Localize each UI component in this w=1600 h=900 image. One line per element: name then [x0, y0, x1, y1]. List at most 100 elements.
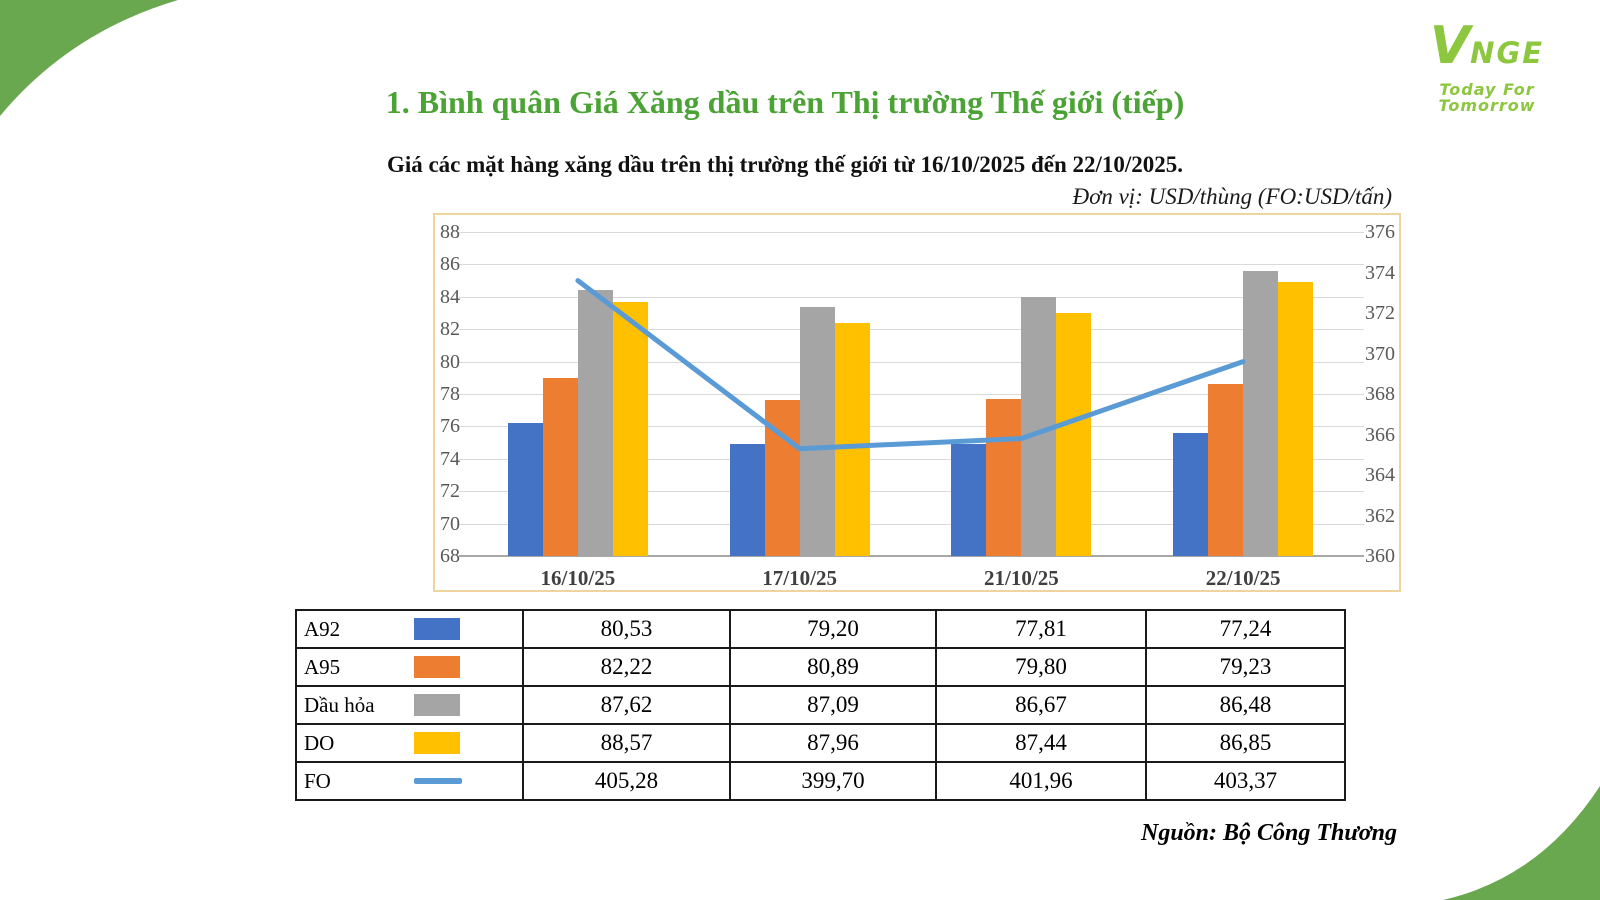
series-label: A95 — [304, 655, 341, 679]
right-axis-tick-label: 360 — [1365, 545, 1395, 567]
series-label-cell: A92 — [295, 609, 524, 649]
right-axis-tick-label: 376 — [1365, 221, 1395, 243]
left-axis-tick-label: 76 — [440, 415, 460, 438]
bar-do — [834, 322, 870, 556]
value-cell: 399,70 — [729, 761, 937, 801]
legend-swatch-square — [414, 656, 460, 678]
value-cell: 77,24 — [1145, 609, 1346, 649]
series-label: DO — [304, 731, 335, 755]
value-cell: 79,23 — [1145, 647, 1346, 687]
vnge-logo-wordmark: VNGE — [1402, 20, 1572, 72]
legend-swatch-line — [414, 778, 462, 784]
right-axis-tick-label: 368 — [1365, 383, 1395, 405]
price-combo-chart: 88 86 84 82 80 78 76 74 72 70 68 376 374 372 370 368 36… — [433, 213, 1401, 592]
slide-title: 1. Bình quân Giá Xăng dầu trên Thị trườn… — [385, 84, 1185, 120]
value-cell: 405,28 — [522, 761, 731, 801]
value-cell: 80,89 — [729, 647, 937, 687]
right-axis-tick-label: 372 — [1365, 302, 1395, 324]
table-row-fo: FO 405,28 399,70 401,96 403,37 — [295, 761, 1346, 801]
price-data-table: A92 80,53 79,20 77,81 77,24 A95 82,22 80,89 79,8… — [295, 609, 1346, 801]
right-axis-tick-label: 370 — [1365, 342, 1395, 365]
bar-a92 — [1173, 432, 1209, 556]
right-axis-tick-label: 362 — [1365, 504, 1395, 527]
value-cell: 79,80 — [935, 647, 1147, 687]
value-cell: 80,53 — [522, 609, 731, 649]
x-axis-category-label: 22/10/25 — [1205, 566, 1281, 590]
vnge-logo: VNGE Today For Tomorrow — [1402, 20, 1572, 114]
left-axis-tick-label: 70 — [440, 512, 460, 535]
gridline — [459, 264, 1364, 266]
source-credit: Nguồn: Bộ Công Thương — [1141, 820, 1397, 846]
left-axis-tick-label: 82 — [440, 318, 460, 341]
gridline — [459, 394, 1364, 395]
bar-dầu-hỏa — [799, 306, 835, 556]
legend-swatch-square — [414, 694, 460, 716]
value-cell: 86,67 — [935, 685, 1147, 725]
gridline — [459, 296, 1364, 298]
value-cell: 87,62 — [522, 685, 731, 725]
left-axis-tick-label: 68 — [440, 545, 460, 567]
bar-dầu-hỏa — [1243, 270, 1279, 556]
gridline — [459, 329, 1364, 331]
line-series-fo — [575, 278, 1246, 452]
unit-note: Đơn vị: USD/thùng (FO:USD/tấn) — [1072, 184, 1392, 209]
gridline — [459, 458, 1364, 460]
series-label-cell: DO — [295, 723, 524, 763]
fo-price-line — [575, 278, 1246, 452]
right-axis-tick-label: 366 — [1365, 423, 1395, 446]
gridline — [459, 523, 1364, 525]
bar-a95 — [986, 398, 1022, 556]
legend-swatch-square — [414, 618, 460, 640]
table-row-a95: A95 82,22 80,89 79,80 79,23 — [295, 647, 1346, 687]
vnge-logo-v: V — [1429, 16, 1471, 76]
bar-a92 — [729, 444, 765, 556]
series-label-cell: A95 — [295, 647, 524, 687]
chart-caption: Giá các mặt hàng xăng dầu trên thị trườn… — [386, 152, 1184, 177]
left-axis-tick-label: 78 — [440, 383, 460, 405]
value-cell: 87,44 — [935, 723, 1147, 763]
corner-swoosh-bottom-right — [1443, 786, 1600, 900]
series-label-cell: FO — [295, 761, 524, 801]
value-cell: 79,20 — [729, 609, 937, 649]
left-axis-tick-label: 74 — [440, 447, 460, 470]
vnge-logo-nge: NGE — [1470, 36, 1545, 70]
value-cell: 401,96 — [935, 761, 1147, 801]
bar-do — [1278, 282, 1314, 556]
value-cell: 88,57 — [522, 723, 731, 763]
bar-a95 — [1208, 384, 1244, 556]
left-axis-tick-label: 84 — [440, 285, 460, 308]
series-label: A92 — [304, 617, 341, 641]
value-cell: 87,09 — [729, 685, 937, 725]
x-axis-category-label: 21/10/25 — [984, 566, 1059, 590]
bar-do — [612, 301, 648, 556]
left-axis-tick-label: 80 — [440, 350, 460, 373]
value-cell: 86,48 — [1145, 685, 1346, 725]
bar-a95 — [542, 377, 578, 556]
chart-plot-area — [459, 232, 1364, 557]
value-cell: 87,96 — [729, 723, 937, 763]
value-cell: 86,85 — [1145, 723, 1346, 763]
legend-swatch-square — [414, 732, 460, 754]
value-cell: 77,81 — [935, 609, 1147, 649]
right-axis-tick-label: 374 — [1365, 261, 1395, 284]
gridline — [459, 232, 1364, 233]
series-label: FO — [304, 769, 331, 793]
left-axis-tick-label: 86 — [440, 253, 460, 276]
table-row-do: DO 88,57 87,96 87,44 86,85 — [295, 723, 1346, 763]
x-axis-category-label: 17/10/25 — [762, 566, 837, 590]
gridline — [459, 426, 1364, 428]
value-cell: 403,37 — [1145, 761, 1346, 801]
bar-do — [1056, 313, 1092, 556]
vnge-logo-tagline: Today For Tomorrow — [1438, 80, 1536, 115]
series-label-cell: Dầu hỏa — [295, 685, 524, 725]
gridline — [459, 555, 1364, 557]
series-label: Dầu hỏa — [304, 693, 375, 717]
right-axis-tick-label: 364 — [1365, 464, 1395, 486]
bar-a92 — [951, 444, 987, 556]
gridline — [459, 491, 1364, 493]
left-axis-tick-label: 72 — [440, 480, 460, 503]
gridline — [459, 361, 1364, 363]
left-axis-tick-label: 88 — [440, 221, 460, 243]
bar-a92 — [507, 423, 543, 556]
table-row-a92: A92 80,53 79,20 77,81 77,24 — [295, 609, 1346, 649]
